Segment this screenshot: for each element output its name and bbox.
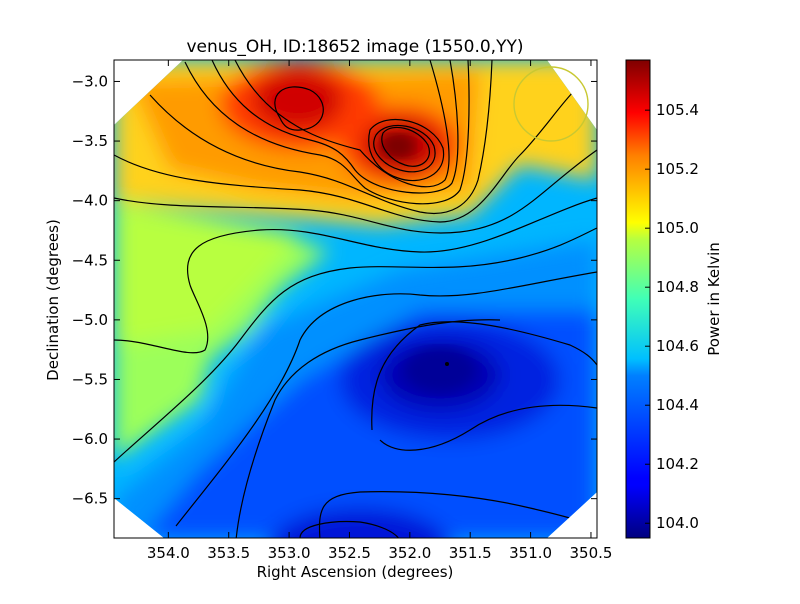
- heatmap-field: [114, 60, 597, 538]
- chart-title: venus_OH, ID:18652 image (1550.0,YY): [187, 37, 524, 57]
- contour-line: [114, 227, 597, 463]
- colorbar-tick-label: 104.2: [656, 455, 699, 473]
- x-tick-label: 354.0: [147, 544, 190, 562]
- y-axis-label: Declination (degrees): [44, 219, 62, 381]
- y-tick-label: −6.0: [72, 430, 108, 448]
- plot-frame: [113, 59, 598, 539]
- colorbar-tick-label: 105.4: [656, 101, 699, 119]
- contour-line: [368, 118, 445, 182]
- x-tick-label: 350.5: [569, 544, 612, 562]
- x-tick-label: 351.5: [449, 544, 492, 562]
- y-tick-label: −3.0: [72, 72, 108, 90]
- contour-line: [211, 60, 459, 194]
- colorbar-tick-label: 104.4: [656, 396, 699, 414]
- contour-lines: [114, 60, 597, 538]
- x-tick-label: 353.0: [268, 544, 311, 562]
- colorbar-ticks: 104.0 104.2 104.4 104.6 104.8 105.0 105.2 105.4: [645, 101, 699, 532]
- colorbar: [625, 59, 651, 539]
- beam-circle: [513, 66, 589, 142]
- x-tick-label: 351.0: [509, 544, 552, 562]
- y-tick-label: −4.5: [72, 251, 108, 269]
- x-tick-label: 353.5: [207, 544, 250, 562]
- colorbar-tick-label: 105.0: [656, 219, 699, 237]
- y-tick-label: −3.5: [72, 132, 108, 150]
- y-tick-label: −5.5: [72, 370, 108, 388]
- contour-line: [381, 126, 430, 167]
- contour-line: [299, 520, 401, 538]
- y-tick-label: −6.5: [72, 490, 108, 508]
- contour-line: [184, 60, 470, 205]
- minimum-marker: [445, 362, 449, 366]
- contour-line: [175, 271, 597, 527]
- contour-line: [371, 321, 597, 431]
- colorbar-tick-label: 104.0: [656, 514, 699, 532]
- contour-line: [379, 404, 597, 451]
- contour-line: [318, 491, 597, 538]
- x-tick-label: 352.0: [388, 544, 431, 562]
- contour-line: [186, 197, 597, 286]
- y-tick-label: −4.0: [72, 192, 108, 210]
- contour-line: [114, 149, 597, 234]
- contour-line: [274, 86, 324, 131]
- colorbar-tick-label: 104.8: [656, 278, 699, 296]
- contour-line: [114, 89, 576, 223]
- contour-line: [234, 60, 450, 188]
- y-axis-ticks: −3.0 −3.5 −4.0 −4.5 −5.0 −5.5 −6.0 −6.5: [72, 72, 597, 508]
- colorbar-tick-label: 105.2: [656, 160, 699, 178]
- contour-line: [114, 284, 209, 354]
- contour-line: [149, 60, 493, 214]
- y-tick-label: −5.0: [72, 311, 108, 329]
- contour-line: [373, 124, 436, 173]
- x-axis-ticks: 354.0 353.5 353.0 352.5 352.0 351.5 351.0 350.5: [147, 60, 612, 562]
- contour-line: [235, 319, 501, 538]
- colorbar-label: Power in Kelvin: [705, 242, 723, 356]
- x-tick-label: 352.5: [328, 544, 371, 562]
- x-axis-label: Right Ascension (degrees): [257, 563, 454, 581]
- colorbar-tick-label: 104.6: [656, 337, 699, 355]
